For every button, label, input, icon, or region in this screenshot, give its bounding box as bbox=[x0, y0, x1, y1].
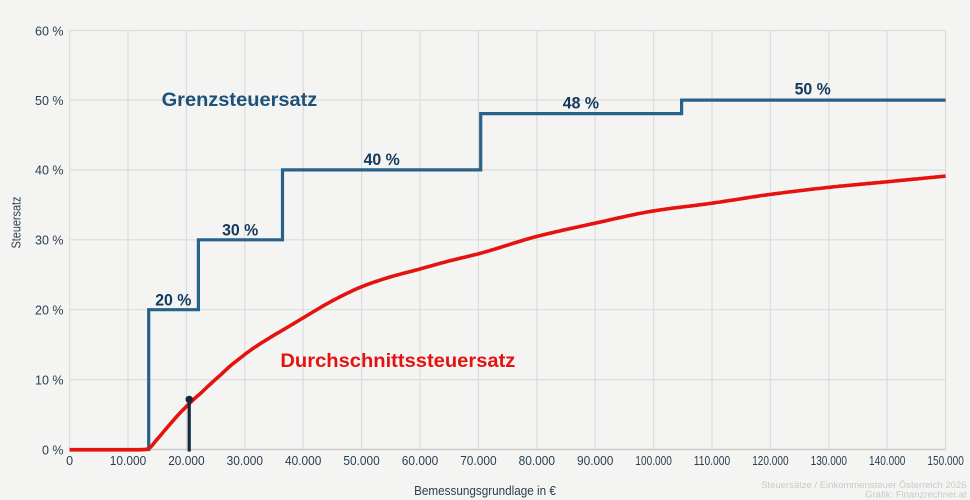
svg-text:20.000: 20.000 bbox=[168, 454, 204, 468]
svg-text:150.000: 150.000 bbox=[927, 454, 963, 468]
svg-text:110.000: 110.000 bbox=[694, 454, 730, 468]
svg-text:80.000: 80.000 bbox=[519, 454, 555, 468]
svg-text:Grenzsteuersatz: Grenzsteuersatz bbox=[162, 89, 318, 111]
svg-text:Bemessungsgrundlage in €: Bemessungsgrundlage in € bbox=[414, 484, 556, 498]
svg-text:40.000: 40.000 bbox=[285, 454, 321, 468]
svg-text:Grafik: Finanzrechner.at: Grafik: Finanzrechner.at bbox=[865, 490, 967, 500]
svg-text:30 %: 30 % bbox=[222, 222, 259, 240]
svg-text:40 %: 40 % bbox=[364, 151, 401, 169]
svg-text:Durchschnittssteuersatz: Durchschnittssteuersatz bbox=[280, 350, 515, 372]
svg-text:50.000: 50.000 bbox=[343, 454, 379, 468]
svg-text:120.000: 120.000 bbox=[752, 454, 788, 468]
svg-text:10 %: 10 % bbox=[35, 373, 64, 387]
svg-text:20 %: 20 % bbox=[35, 304, 64, 318]
svg-text:40 %: 40 % bbox=[35, 164, 64, 178]
svg-text:48 %: 48 % bbox=[563, 94, 600, 112]
svg-text:100.000: 100.000 bbox=[635, 454, 671, 468]
svg-text:30.000: 30.000 bbox=[227, 454, 263, 468]
svg-text:60 %: 60 % bbox=[35, 24, 64, 38]
svg-text:30 %: 30 % bbox=[35, 234, 64, 248]
svg-text:20 %: 20 % bbox=[155, 291, 192, 309]
svg-text:Steuersatz: Steuersatz bbox=[9, 197, 23, 249]
svg-text:50 %: 50 % bbox=[35, 94, 64, 108]
svg-text:50 %: 50 % bbox=[795, 81, 832, 99]
svg-text:60.000: 60.000 bbox=[402, 454, 438, 468]
svg-text:Steuersätze / Einkommensteuer: Steuersätze / Einkommensteuer Österreich… bbox=[761, 480, 966, 491]
svg-text:70.000: 70.000 bbox=[460, 454, 496, 468]
svg-text:140.000: 140.000 bbox=[869, 454, 905, 468]
svg-text:130.000: 130.000 bbox=[811, 454, 847, 468]
svg-text:10.000: 10.000 bbox=[110, 454, 146, 468]
svg-text:0: 0 bbox=[66, 454, 73, 468]
svg-text:0 %: 0 % bbox=[42, 443, 64, 457]
svg-text:90.000: 90.000 bbox=[577, 454, 613, 468]
